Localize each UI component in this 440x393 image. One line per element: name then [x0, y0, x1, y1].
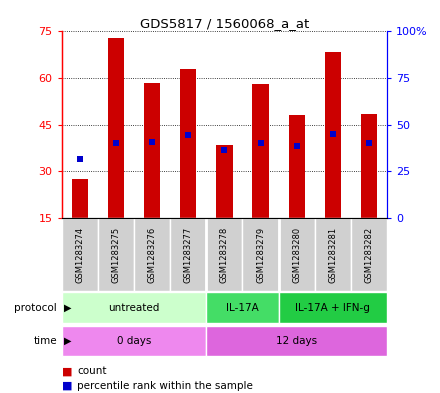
Bar	[62, 218, 98, 291]
Bar	[351, 218, 387, 291]
Text: 0 days: 0 days	[117, 336, 151, 346]
Bar	[253, 84, 269, 218]
Bar	[279, 292, 387, 323]
Bar	[62, 326, 206, 356]
Bar	[134, 218, 170, 291]
Text: GSM1283282: GSM1283282	[365, 226, 374, 283]
Text: GSM1283278: GSM1283278	[220, 226, 229, 283]
Bar	[72, 179, 88, 218]
Bar	[325, 51, 341, 218]
Bar	[206, 218, 242, 291]
Text: GSM1283274: GSM1283274	[75, 226, 84, 283]
Text: GSM1283280: GSM1283280	[292, 226, 301, 283]
Bar	[62, 292, 206, 323]
Text: 12 days: 12 days	[276, 336, 317, 346]
Bar	[206, 326, 387, 356]
Bar	[279, 218, 315, 291]
Bar	[216, 145, 232, 218]
Text: protocol: protocol	[15, 303, 57, 312]
Text: IL-17A + IFN-g: IL-17A + IFN-g	[296, 303, 370, 312]
Bar	[108, 38, 124, 218]
Text: time: time	[33, 336, 57, 346]
Title: GDS5817 / 1560068_a_at: GDS5817 / 1560068_a_at	[140, 17, 309, 30]
Text: percentile rank within the sample: percentile rank within the sample	[77, 381, 253, 391]
Text: ■: ■	[62, 381, 72, 391]
Bar	[170, 218, 206, 291]
Text: GSM1283281: GSM1283281	[328, 226, 337, 283]
Text: GSM1283279: GSM1283279	[256, 226, 265, 283]
Text: ▶: ▶	[64, 303, 71, 312]
Text: untreated: untreated	[108, 303, 160, 312]
Bar	[289, 116, 305, 218]
Text: GSM1283277: GSM1283277	[184, 226, 193, 283]
Bar	[98, 218, 134, 291]
Text: IL-17A: IL-17A	[226, 303, 259, 312]
Text: ▶: ▶	[64, 336, 71, 346]
Bar	[361, 114, 377, 218]
Text: GSM1283275: GSM1283275	[111, 226, 121, 283]
Text: ■: ■	[62, 366, 72, 376]
Text: GSM1283276: GSM1283276	[147, 226, 157, 283]
Bar	[206, 292, 279, 323]
Text: count: count	[77, 366, 106, 376]
Bar	[315, 218, 351, 291]
Bar	[144, 83, 160, 218]
Bar	[242, 218, 279, 291]
Bar	[180, 69, 196, 218]
